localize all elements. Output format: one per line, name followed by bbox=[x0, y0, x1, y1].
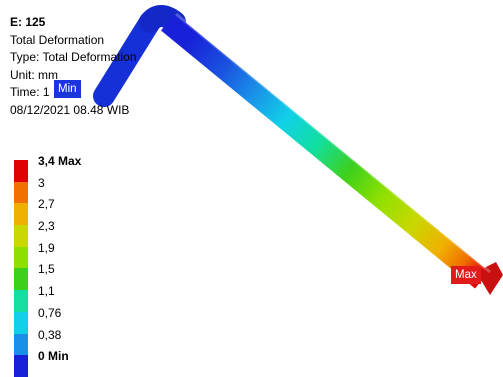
legend-label: 3 bbox=[38, 175, 45, 190]
result-time: Time: 1 bbox=[10, 85, 50, 99]
legend-swatch bbox=[14, 268, 28, 291]
legend-label: 2,3 bbox=[38, 219, 55, 234]
min-probe-label[interactable]: Min bbox=[54, 80, 81, 98]
result-title: E: 125 bbox=[10, 15, 46, 29]
legend-swatch bbox=[14, 311, 28, 334]
legend-label: 0,38 bbox=[38, 327, 62, 342]
legend-label: 1,9 bbox=[38, 240, 55, 255]
legend-swatch bbox=[14, 225, 28, 247]
result-info-panel: E: 125 Total Deformation Type: Total Def… bbox=[10, 14, 137, 119]
legend-label: 3,4 Max bbox=[38, 154, 82, 168]
legend-swatch bbox=[14, 290, 28, 312]
result-date: 08/12/2021 08.48 WIB bbox=[10, 102, 130, 117]
legend-label: 1,5 bbox=[38, 262, 55, 277]
legend-swatch bbox=[14, 355, 28, 377]
model-viewport[interactable] bbox=[0, 0, 503, 368]
result-name: Total Deformation bbox=[10, 32, 105, 47]
pipe-model bbox=[93, 5, 503, 295]
legend-swatch bbox=[14, 181, 28, 204]
legend-label: 1,1 bbox=[38, 284, 55, 299]
legend-swatch bbox=[14, 160, 28, 182]
result-type: Type: Total Deformation bbox=[10, 50, 137, 64]
legend-label: 0,76 bbox=[38, 305, 62, 320]
max-probe-label[interactable]: Max bbox=[451, 266, 481, 284]
legend-swatch bbox=[14, 203, 28, 226]
result-unit: Unit: mm bbox=[10, 67, 58, 82]
legend-swatch bbox=[14, 246, 28, 269]
legend-swatch bbox=[14, 333, 28, 356]
legend-label: 0 Min bbox=[38, 349, 69, 364]
legend-label: 2,7 bbox=[38, 197, 55, 212]
